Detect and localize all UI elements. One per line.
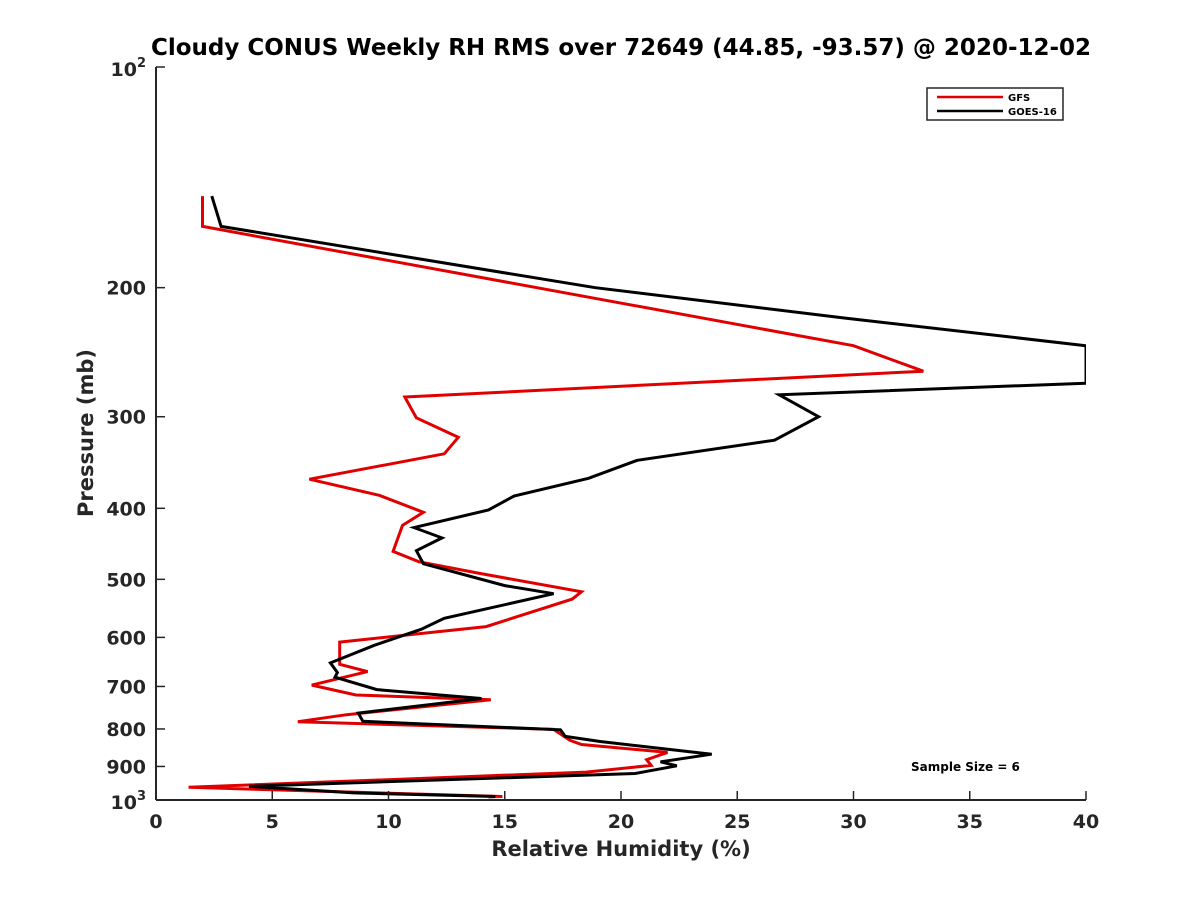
y-tick-top-exponent: 2 — [137, 56, 146, 71]
x-axis-ticks: 0 5 10 15 20 25 30 35 40 — [149, 791, 1099, 833]
y-tick-top-base: 10 — [111, 59, 137, 81]
x-tick-label: 25 — [724, 811, 750, 833]
x-axis-label: Relative Humidity (%) — [491, 837, 750, 861]
y-tick-bottom-exponent: 3 — [137, 789, 146, 804]
x-tick-label: 10 — [375, 811, 401, 833]
series-line-goes16 — [210, 195, 1086, 799]
y-tick-label-bottom: 103 — [111, 789, 147, 814]
y-tick-label: 200 — [106, 278, 146, 300]
y-tick-label: 300 — [106, 407, 146, 429]
x-tick-label: 20 — [608, 811, 634, 833]
x-tick-label: 15 — [492, 811, 518, 833]
series-layer — [188, 195, 1086, 799]
y-tick-label-top: 102 — [111, 56, 147, 81]
y-tick-label: 900 — [106, 756, 146, 778]
x-tick-label: 0 — [149, 811, 162, 833]
y-tick-label: 700 — [106, 676, 146, 698]
chart-title: Cloudy CONUS Weekly RH RMS over 72649 (4… — [151, 35, 1091, 61]
x-tick-label: 5 — [266, 811, 279, 833]
x-tick-label: 30 — [840, 811, 866, 833]
y-tick-label: 400 — [106, 498, 146, 520]
legend-label-gfs: GFS — [1008, 93, 1030, 104]
legend-label-goes16: GOES-16 — [1008, 107, 1057, 118]
x-tick-label: 40 — [1073, 811, 1099, 833]
y-axis-label: Pressure (mb) — [74, 349, 98, 517]
y-tick-label: 800 — [106, 719, 146, 741]
x-tick-label: 35 — [957, 811, 983, 833]
y-tick-label: 500 — [106, 569, 146, 591]
sample-size-annotation: Sample Size = 6 — [911, 760, 1020, 774]
y-axis-ticks: 200 300 400 500 600 700 800 900 — [106, 66, 165, 801]
y-tick-bottom-base: 10 — [111, 792, 137, 814]
legend: GFS GOES-16 — [926, 87, 1064, 121]
series-line-gfs — [188, 196, 924, 799]
legend-box — [926, 87, 1064, 121]
y-tick-label: 600 — [106, 627, 146, 649]
